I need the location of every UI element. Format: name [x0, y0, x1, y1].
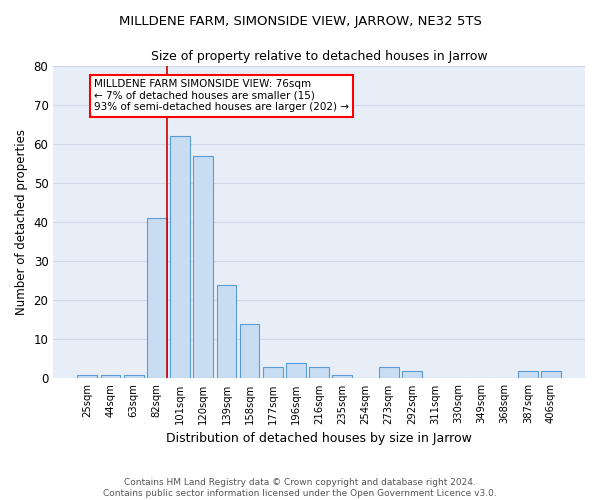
Y-axis label: Number of detached properties: Number of detached properties [15, 129, 28, 315]
Bar [101, 374, 121, 378]
Bar [541, 370, 561, 378]
Bar [193, 156, 213, 378]
Bar [286, 363, 306, 378]
Bar [263, 366, 283, 378]
Text: Contains HM Land Registry data © Crown copyright and database right 2024.
Contai: Contains HM Land Registry data © Crown c… [103, 478, 497, 498]
Bar [332, 374, 352, 378]
Bar [217, 284, 236, 378]
Bar [309, 366, 329, 378]
Bar [379, 366, 398, 378]
Bar [147, 218, 167, 378]
Bar [124, 374, 143, 378]
Bar [77, 374, 97, 378]
X-axis label: Distribution of detached houses by size in Jarrow: Distribution of detached houses by size … [166, 432, 472, 445]
Title: Size of property relative to detached houses in Jarrow: Size of property relative to detached ho… [151, 50, 487, 63]
Text: MILLDENE FARM, SIMONSIDE VIEW, JARROW, NE32 5TS: MILLDENE FARM, SIMONSIDE VIEW, JARROW, N… [119, 15, 481, 28]
Bar [170, 136, 190, 378]
Bar [518, 370, 538, 378]
Bar [240, 324, 259, 378]
Bar [402, 370, 422, 378]
Text: MILLDENE FARM SIMONSIDE VIEW: 76sqm
← 7% of detached houses are smaller (15)
93%: MILLDENE FARM SIMONSIDE VIEW: 76sqm ← 7%… [94, 79, 349, 112]
